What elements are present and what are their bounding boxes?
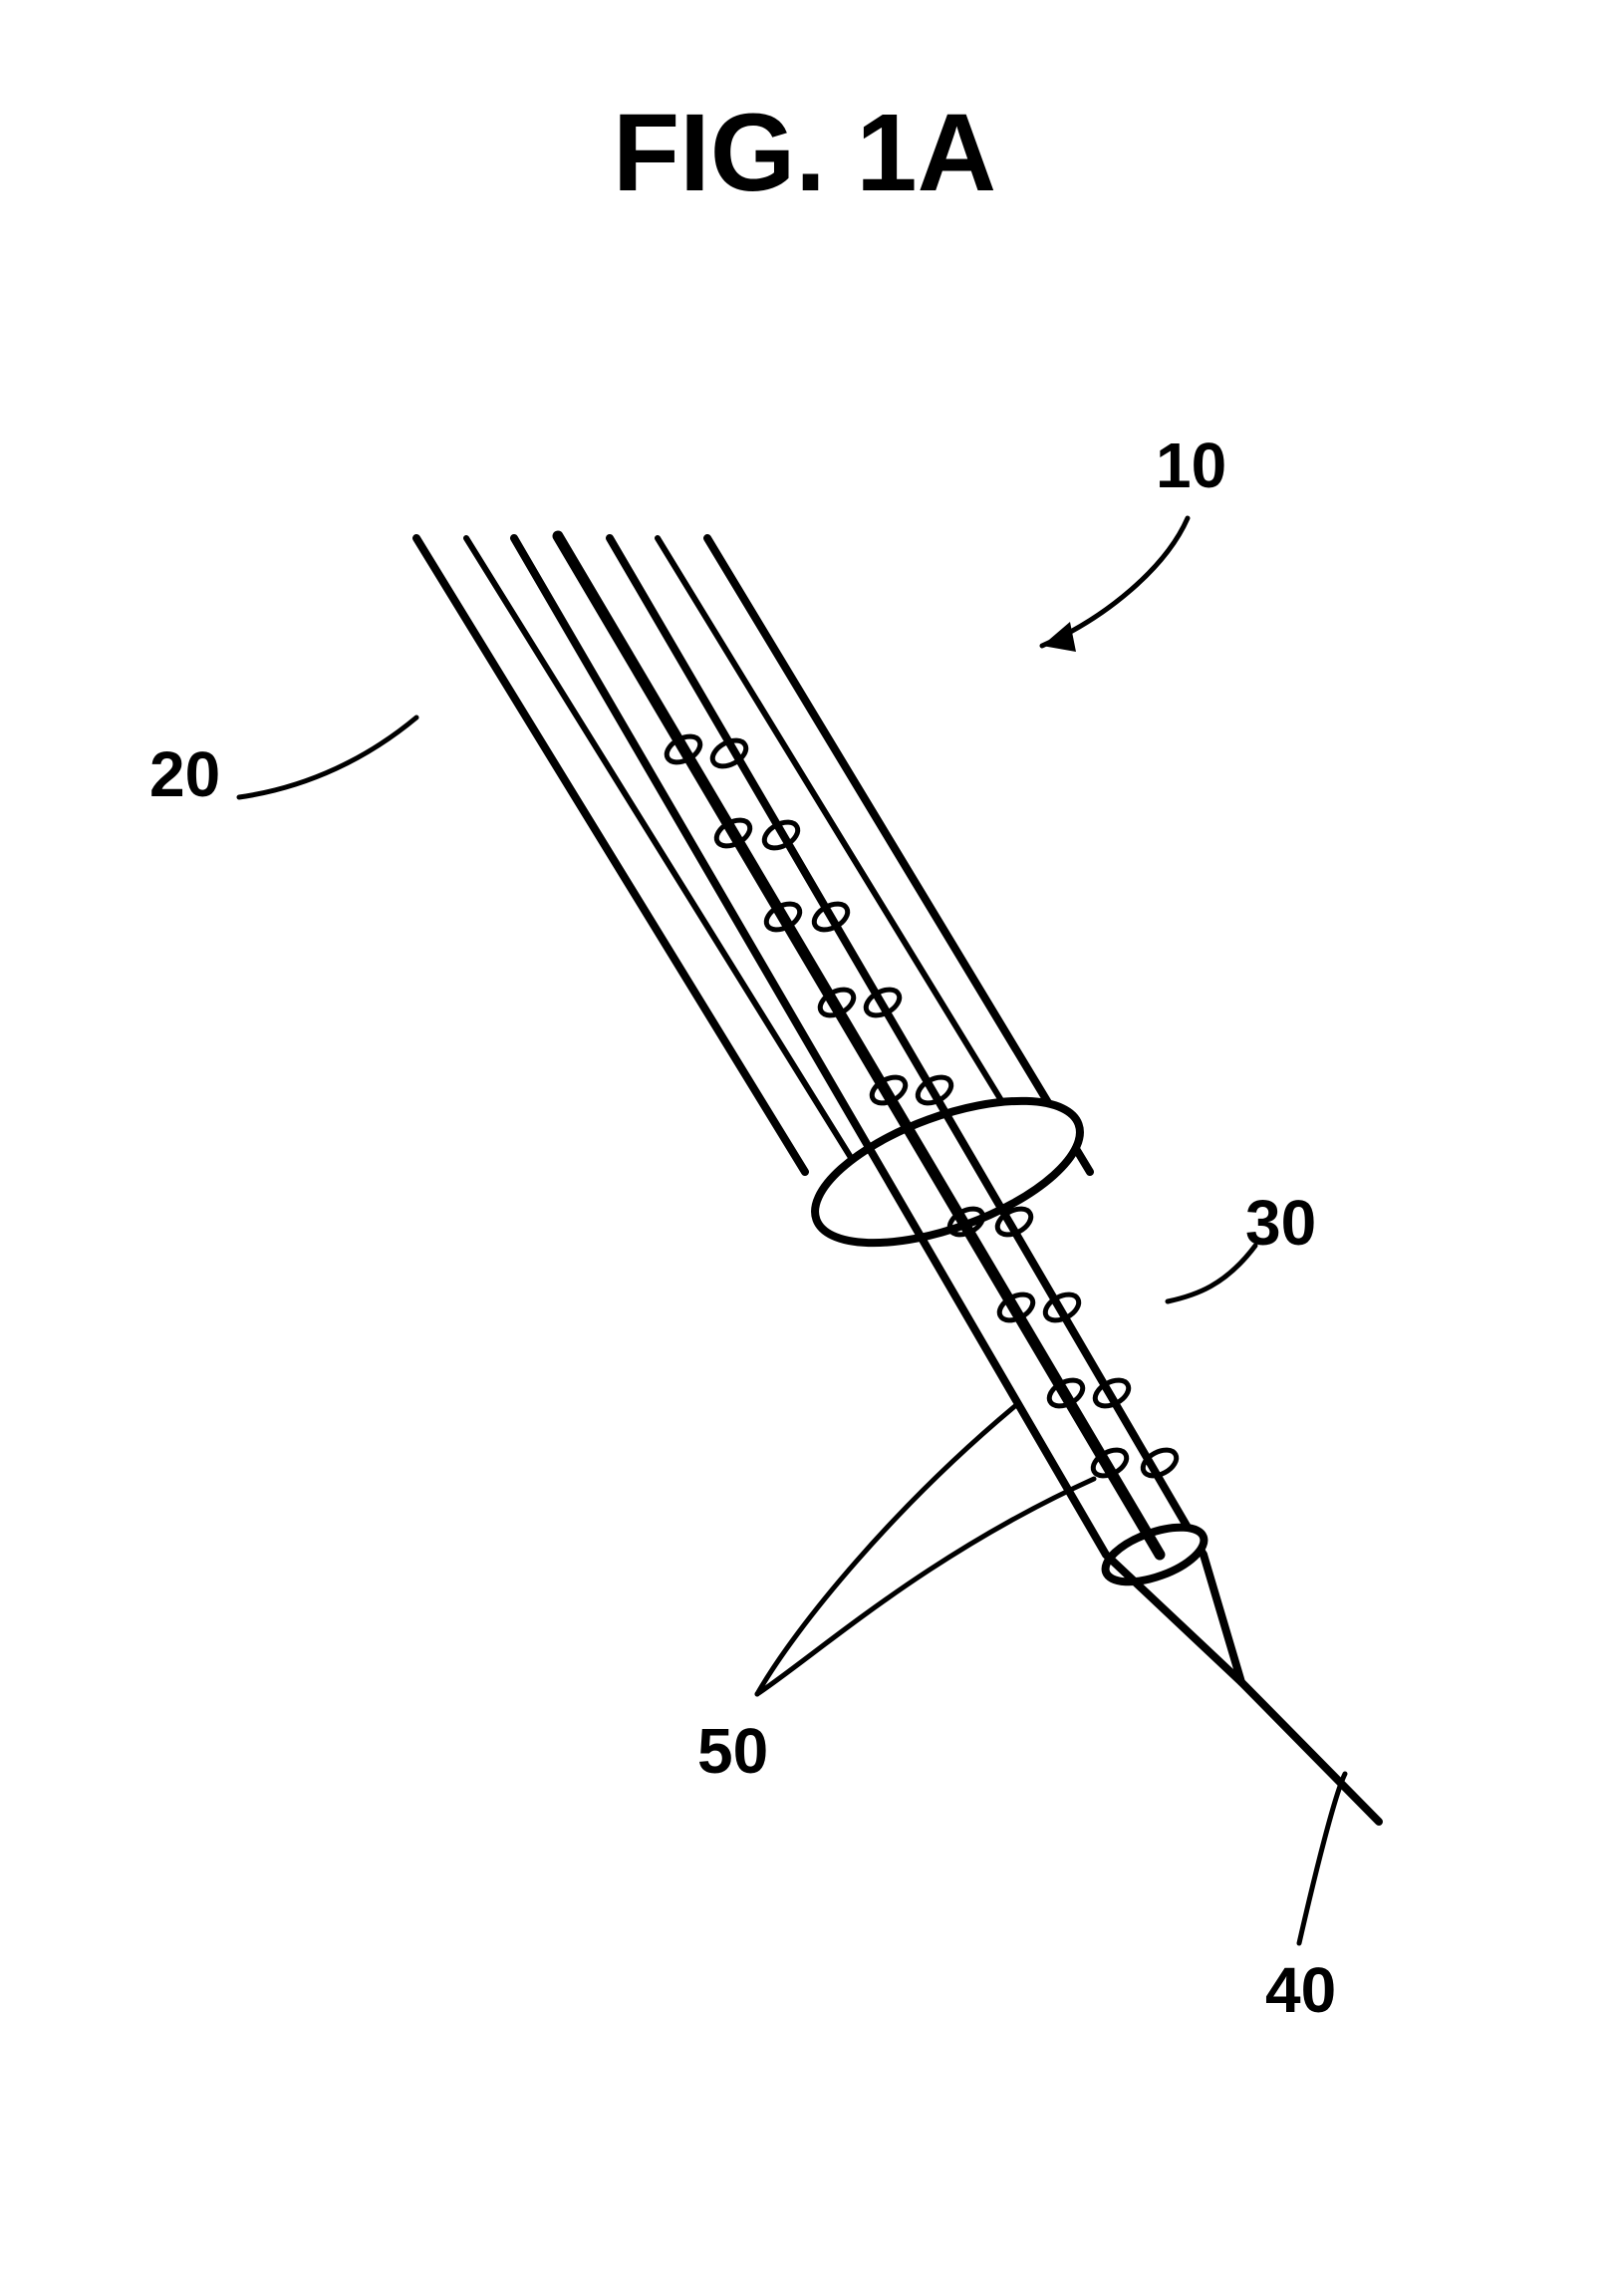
ref-label-40: 40: [1265, 1953, 1336, 2027]
ref-label-10: 10: [1156, 429, 1226, 502]
ref-label-50: 50: [697, 1714, 768, 1788]
figure-drawing: [0, 0, 1609, 2296]
ref-label-30: 30: [1245, 1186, 1316, 1260]
figure-page: FIG. 1A 10 20 30 40 50: [0, 0, 1609, 2296]
ref-label-20: 20: [149, 737, 220, 811]
